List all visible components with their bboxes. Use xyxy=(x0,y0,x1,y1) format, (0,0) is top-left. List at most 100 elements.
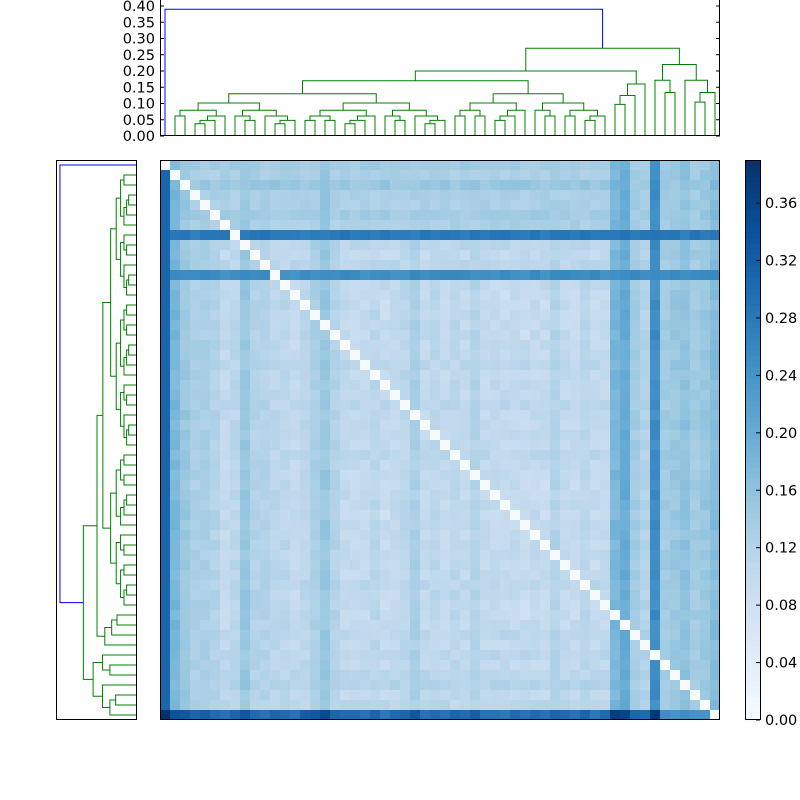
heatmap-cell xyxy=(450,330,460,340)
heatmap-cell xyxy=(560,370,570,380)
heatmap-cell xyxy=(520,500,530,510)
heatmap-cell xyxy=(250,540,260,550)
heatmap-cell xyxy=(500,400,510,410)
colorbar-band xyxy=(745,210,760,217)
heatmap-cell xyxy=(450,500,460,510)
heatmap-cell xyxy=(600,470,610,480)
heatmap-cell xyxy=(260,640,270,650)
heatmap-cell xyxy=(660,330,670,340)
heatmap-cell xyxy=(300,170,310,180)
heatmap-cell xyxy=(550,460,560,470)
heatmap-cell xyxy=(350,210,360,220)
heatmap-cell xyxy=(240,280,250,290)
heatmap-cell xyxy=(450,360,460,370)
heatmap-cell xyxy=(670,630,680,640)
heatmap-cell xyxy=(360,310,370,320)
heatmap-cell xyxy=(370,200,380,210)
heatmap-cell xyxy=(290,710,300,720)
heatmap-cell xyxy=(430,370,440,380)
heatmap-cell xyxy=(320,260,330,270)
heatmap-cell xyxy=(560,580,570,590)
heatmap-cell xyxy=(700,560,710,570)
heatmap-cell xyxy=(330,650,340,660)
heatmap-cell xyxy=(480,640,490,650)
heatmap-cell xyxy=(690,300,700,310)
heatmap-cell xyxy=(380,400,390,410)
heatmap-cell xyxy=(360,560,370,570)
heatmap-cell xyxy=(470,660,480,670)
heatmap-cell xyxy=(390,600,400,610)
heatmap-cell xyxy=(310,710,320,720)
heatmap-cell xyxy=(700,230,710,240)
heatmap-cell xyxy=(310,450,320,460)
heatmap-cell xyxy=(230,180,240,190)
dendrogram-link xyxy=(123,499,136,516)
heatmap-cell xyxy=(260,370,270,380)
dendrogram-link xyxy=(82,525,97,680)
heatmap-cell xyxy=(460,420,470,430)
heatmap-cell xyxy=(450,700,460,710)
heatmap-cell xyxy=(520,240,530,250)
heatmap-cell xyxy=(370,330,380,340)
heatmap-cell xyxy=(320,560,330,570)
heatmap-cell xyxy=(660,640,670,650)
heatmap-cell xyxy=(550,670,560,680)
heatmap-cell xyxy=(660,510,670,520)
heatmap-cell xyxy=(490,650,500,660)
heatmap-cell xyxy=(180,400,190,410)
heatmap-cell xyxy=(510,300,520,310)
dendrogram-link xyxy=(207,115,226,136)
heatmap-cell xyxy=(240,670,250,680)
heatmap-cell xyxy=(300,580,310,590)
colorbar-band xyxy=(745,428,760,435)
dendrogram-link xyxy=(109,664,136,676)
heatmap-cell xyxy=(220,630,230,640)
heatmap-cell xyxy=(170,440,180,450)
heatmap-cell xyxy=(500,330,510,340)
heatmap-cell xyxy=(270,610,280,620)
heatmap-cell xyxy=(610,640,620,650)
heatmap-cell xyxy=(610,430,620,440)
heatmap-cell xyxy=(590,270,600,280)
heatmap-cell xyxy=(280,330,290,340)
heatmap-cell xyxy=(380,690,390,700)
heatmap-cell xyxy=(680,160,690,170)
heatmap-cell xyxy=(200,230,210,240)
heatmap-cell xyxy=(370,620,380,630)
colorbar-band xyxy=(745,300,760,307)
heatmap-cell xyxy=(240,390,250,400)
heatmap-cell xyxy=(340,440,350,450)
heatmap-cell xyxy=(350,560,360,570)
heatmap-cell xyxy=(600,170,610,180)
heatmap-cell xyxy=(660,630,670,640)
heatmap-cell xyxy=(660,250,670,260)
heatmap-cell xyxy=(500,600,510,610)
heatmap-cell xyxy=(330,190,340,200)
heatmap-cell xyxy=(380,660,390,670)
heatmap-cell xyxy=(500,380,510,390)
colorbar-band xyxy=(745,328,760,335)
dendrogram-link xyxy=(59,164,136,604)
heatmap-cell xyxy=(700,190,710,200)
heatmap-cell xyxy=(330,470,340,480)
heatmap-cell xyxy=(680,520,690,530)
heatmap-cell xyxy=(380,260,390,270)
heatmap-cell xyxy=(460,300,470,310)
heatmap-cell xyxy=(410,650,420,660)
heatmap-cell xyxy=(300,370,310,380)
heatmap-cell xyxy=(520,550,530,560)
heatmap-cell xyxy=(660,600,670,610)
heatmap-cell xyxy=(570,600,580,610)
heatmap-cell xyxy=(410,670,420,680)
heatmap-cell xyxy=(310,350,320,360)
heatmap-cell xyxy=(490,210,500,220)
heatmap-cell xyxy=(630,200,640,210)
heatmap-cell xyxy=(560,290,570,300)
heatmap-cell xyxy=(350,190,360,200)
heatmap-cell xyxy=(590,490,600,500)
heatmap-cell xyxy=(560,690,570,700)
heatmap-cell xyxy=(240,580,250,590)
heatmap-cell xyxy=(230,610,240,620)
heatmap-cell xyxy=(430,190,440,200)
heatmap-cell xyxy=(190,350,200,360)
